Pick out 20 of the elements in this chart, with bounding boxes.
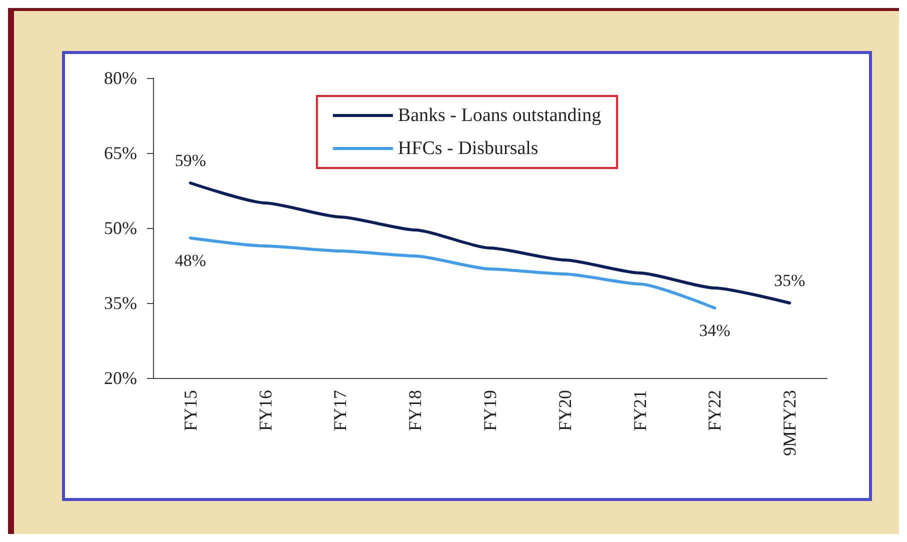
y-tick-label: 65% [104,143,137,163]
data-label: 35% [774,271,806,290]
y-tick-label: 50% [104,218,137,238]
x-tick-label: FY22 [704,390,725,432]
x-tick-label: FY19 [480,390,500,432]
y-tick-label: 20% [104,368,137,388]
legend-label: Banks - Loans outstanding [398,105,602,126]
x-tick-label: FY17 [330,390,350,432]
x-tick-label: FY20 [554,390,575,432]
x-tick-label: FY16 [255,390,276,432]
x-tick-label: 9MFY23 [780,390,800,456]
y-tick-label: 80% [104,68,137,88]
y-tick-label: 35% [104,293,137,313]
x-tick-label: FY21 [630,390,650,432]
legend-label: HFCs - Disbursals [398,138,538,159]
data-label: 48% [174,251,206,270]
data-label: 59% [174,151,206,170]
x-tick-label: FY18 [405,390,426,432]
x-tick-label: FY15 [180,390,200,432]
data-label: 34% [699,321,730,340]
